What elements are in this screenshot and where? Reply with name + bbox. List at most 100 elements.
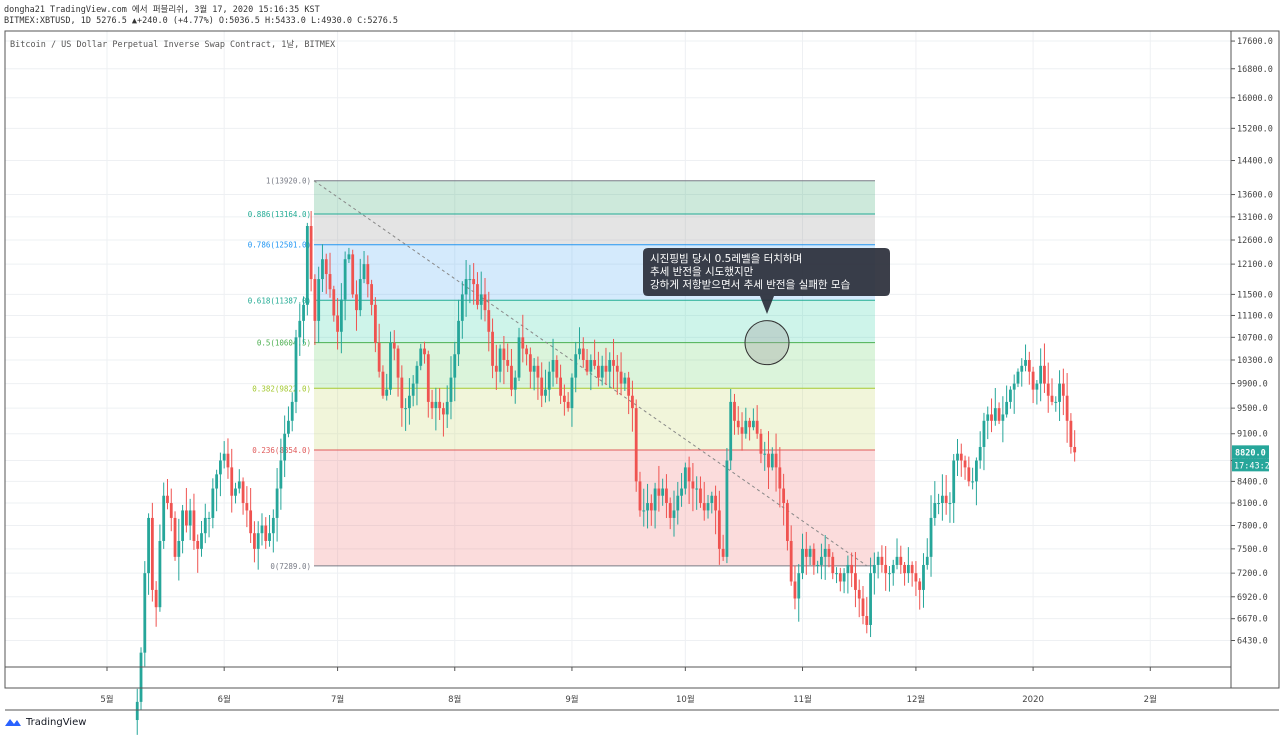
- candle-body: [275, 488, 279, 518]
- price-axis: 6430.0 6670.0 6920.0 7200.0 7500.0 7800.0 8100…: [1231, 37, 1275, 646]
- candle-body: [578, 348, 581, 355]
- candle-body: [370, 284, 373, 305]
- candle-body: [559, 377, 562, 396]
- candle-body: [343, 259, 347, 300]
- candle-body: [638, 481, 642, 511]
- candle-body: [566, 401, 570, 409]
- candle-body: [139, 652, 143, 702]
- candle-body: [714, 495, 717, 511]
- candle-body: [1043, 365, 1046, 384]
- candle-body: [264, 525, 268, 541]
- candle-body: [846, 564, 850, 574]
- candle-body: [857, 589, 861, 599]
- candle-body: [733, 401, 736, 421]
- candle-body: [366, 264, 370, 285]
- candle-body: [717, 510, 721, 549]
- candle-body: [642, 510, 646, 512]
- candle-body: [506, 360, 510, 366]
- y-tick-label: 13100.0: [1237, 213, 1273, 223]
- candle-body: [1020, 365, 1024, 372]
- candle-body: [589, 360, 593, 372]
- candle-body: [177, 540, 181, 557]
- candle-body: [483, 294, 487, 311]
- candle-body: [415, 365, 419, 384]
- candle-body: [880, 556, 884, 565]
- candle-body: [687, 467, 691, 482]
- candle-body: [385, 389, 389, 396]
- candle-body: [649, 503, 653, 511]
- candle-body: [759, 433, 763, 454]
- fib-level-label: 0.786(12501.0): [248, 241, 311, 250]
- candle-body: [517, 337, 521, 378]
- candle-body: [491, 331, 494, 366]
- tradingview-label: TradingView: [26, 716, 87, 728]
- candle-body: [1016, 371, 1020, 384]
- candle-body: [706, 503, 710, 511]
- candle-body: [528, 354, 532, 372]
- chart-frame: [4, 30, 1280, 711]
- candle-body: [332, 289, 336, 316]
- candle-body: [234, 488, 237, 496]
- candle-body: [891, 564, 895, 574]
- candle-body: [166, 495, 169, 504]
- candle-body: [774, 453, 778, 468]
- y-tick-label: 6920.0: [1237, 593, 1268, 603]
- candle-body: [933, 503, 937, 518]
- candle-body: [392, 342, 396, 349]
- candle-body: [445, 401, 449, 415]
- candle-body: [249, 510, 253, 534]
- candle-body: [525, 348, 528, 355]
- candle-body: [816, 564, 820, 566]
- candle-body: [827, 548, 831, 557]
- candle-body: [1027, 360, 1031, 372]
- candle-body: [695, 488, 699, 490]
- fib-level-label: 1(13920.0): [266, 177, 311, 186]
- candle-body: [135, 701, 139, 721]
- y-tick-label: 12100.0: [1237, 260, 1273, 270]
- candle-body: [854, 573, 857, 590]
- candle-body: [593, 360, 597, 366]
- candle-body: [797, 573, 801, 599]
- candle-body: [952, 460, 956, 504]
- candle-body: [763, 453, 767, 455]
- candle-body: [494, 365, 498, 372]
- candle-body: [661, 488, 665, 496]
- candle-body: [351, 254, 355, 295]
- candle-body: [408, 395, 411, 409]
- countdown-tag: [1232, 458, 1269, 472]
- candle-body: [562, 395, 566, 402]
- candle-body: [925, 556, 929, 565]
- candle-body: [683, 467, 687, 489]
- candle-body: [241, 481, 245, 504]
- y-tick-label: 14400.0: [1237, 157, 1273, 167]
- candle-body: [457, 320, 460, 355]
- candle-body: [200, 533, 203, 549]
- candle-body: [404, 408, 408, 410]
- candle-body: [914, 573, 918, 582]
- candle-body: [1073, 446, 1077, 453]
- candle-body: [400, 377, 404, 409]
- candle-body: [585, 360, 589, 372]
- candle-body: [801, 548, 804, 574]
- candle-body: [215, 474, 219, 489]
- tradingview-branding[interactable]: TradingView: [4, 714, 86, 730]
- candle-body: [876, 556, 880, 565]
- candle-body: [158, 540, 162, 608]
- candle-body: [268, 533, 271, 541]
- candle-body: [657, 488, 661, 496]
- fib-zone: [314, 388, 875, 451]
- candle-body: [865, 616, 869, 625]
- candle-body: [725, 460, 729, 557]
- candle-body: [150, 517, 154, 590]
- annotation-text-line: 강하게 저항받으면서 추세 반전을 실패한 모습: [650, 278, 851, 291]
- candle-body: [948, 503, 952, 505]
- candle-body: [147, 517, 150, 574]
- fib-zone: [314, 213, 875, 245]
- candle-body: [691, 481, 695, 489]
- candle-body: [222, 453, 226, 461]
- candle-body: [305, 226, 309, 305]
- x-tick-label: 8월: [448, 694, 461, 705]
- y-tick-label: 7500.0: [1237, 545, 1268, 555]
